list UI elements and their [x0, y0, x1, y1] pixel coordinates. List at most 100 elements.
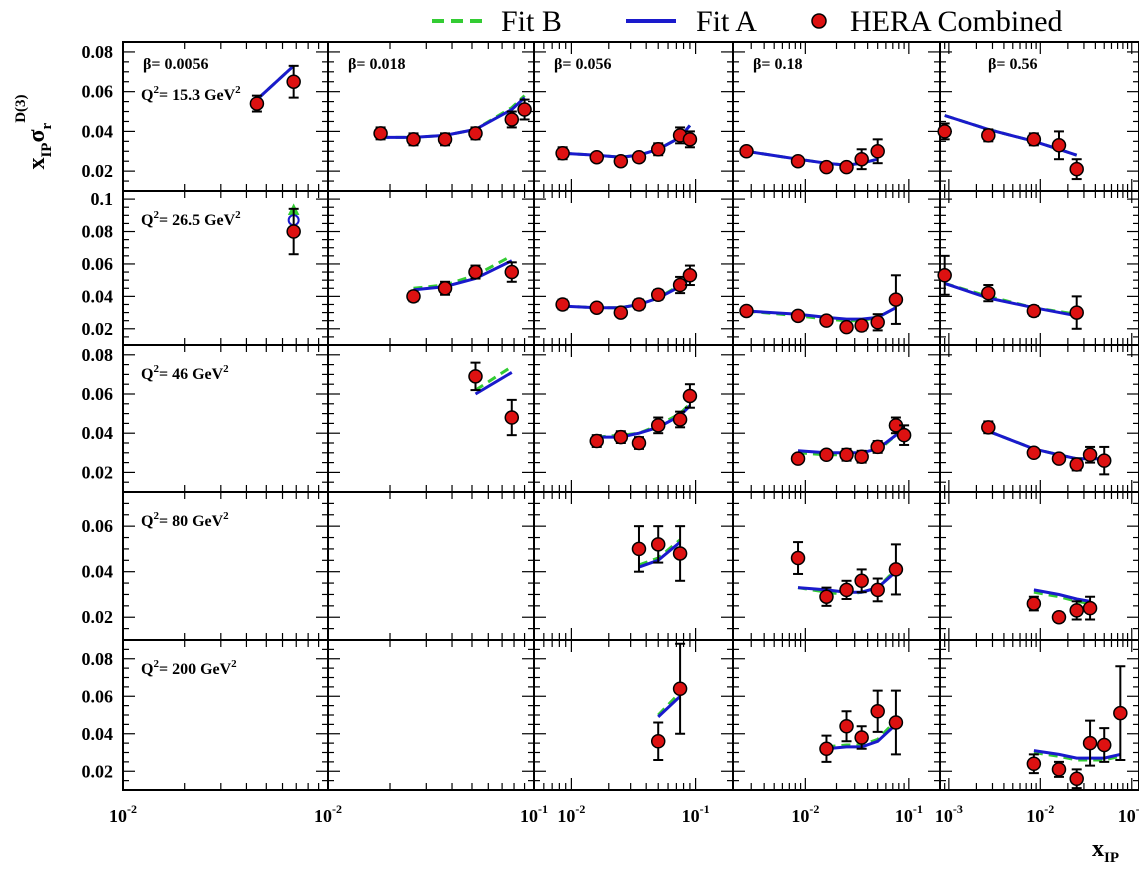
data-point: [819, 589, 834, 604]
data-point: [888, 292, 904, 307]
panel-frame: [327, 190, 535, 346]
data-point: [613, 305, 629, 320]
data-point: [437, 132, 453, 147]
panel-frame: [533, 190, 734, 346]
y-tick-label: 0.04: [82, 423, 114, 443]
data-point: [468, 126, 483, 141]
data-point: [819, 447, 834, 463]
panel-frame: [732, 344, 941, 493]
data-point: [631, 297, 647, 312]
panel-r3-c4: [939, 491, 1139, 641]
data-point: [819, 741, 834, 756]
panel-frame: [732, 639, 941, 791]
panel-r3-c0: 0.02 0.04 0.06 Q2= 80 GeV2: [82, 491, 329, 641]
panel-r1-c1: [327, 190, 535, 346]
data-point: [1051, 609, 1067, 625]
data-point: [790, 451, 806, 466]
data-point: [1113, 705, 1128, 721]
panel-data-r3-c3: [790, 541, 904, 607]
panel-r4-c0: 0.02 0.04 0.06 0.08 10-2 Q2= 200 GeV2: [82, 639, 329, 826]
y-tick-label: 0.04: [82, 562, 114, 582]
data-point: [870, 315, 885, 330]
data-point: [1069, 161, 1084, 177]
y-tick-label: 0.1: [91, 189, 114, 209]
panel-r1-c0: 0.02 0.04 0.06 0.08 0.1 Q2= 26.5 GeV2: [82, 189, 329, 346]
data-point: [437, 281, 453, 296]
panel-data-r2-c4: [981, 420, 1112, 476]
panel-frame: [327, 344, 535, 493]
fit-b-line: [1033, 590, 1091, 606]
data-point: [937, 268, 952, 283]
x-axis-title: xIP: [1092, 836, 1119, 866]
beta-label: β= 0.0056: [143, 56, 209, 73]
data-point: [1026, 756, 1042, 771]
y-tick-label: 0.02: [82, 319, 114, 339]
fit-a-line: [562, 277, 691, 310]
data-point: [1069, 457, 1084, 472]
panel-frame: [939, 491, 1139, 641]
fit-a-line: [413, 259, 513, 292]
data-point: [839, 319, 854, 335]
panel-r1-c4: [939, 190, 1139, 346]
y-tick-label: 0.06: [82, 254, 114, 274]
panel-frame: [327, 639, 535, 791]
data-point: [406, 289, 421, 304]
beta-label: β= 0.056: [554, 56, 612, 73]
data-point: [672, 546, 688, 561]
data-point: [1026, 596, 1042, 611]
data-point: [613, 429, 629, 445]
panel-r2-c4: [939, 344, 1139, 493]
fit-b-line: [1033, 751, 1121, 762]
panel-data-r0-c3: [739, 138, 885, 175]
legend-label-hera-combined: HERA Combined: [850, 5, 1063, 38]
panel-r0-c2: β= 0.056: [533, 41, 734, 192]
y-tick-label: 0.04: [82, 121, 114, 141]
data-point: [854, 318, 869, 333]
data-point: [589, 149, 604, 165]
x-tick-label: 10-1: [895, 802, 923, 826]
panel-data-r3-c2: [631, 525, 688, 582]
y-tick-label: 0.06: [82, 384, 114, 404]
fit-b-line: [657, 691, 682, 717]
data-point: [790, 308, 806, 324]
beta-label: β= 0.18: [753, 56, 803, 73]
fit-b-line: [944, 281, 1077, 316]
data-point: [790, 550, 806, 566]
data-point: [854, 449, 869, 464]
data-point: [854, 151, 869, 167]
data-point: [1082, 600, 1098, 616]
data-point: [981, 420, 996, 435]
data-point: [468, 369, 483, 384]
data-point: [739, 144, 754, 159]
data-point: [672, 277, 688, 293]
data-point: [1069, 771, 1084, 786]
data-point: [870, 439, 885, 455]
fit-a-line: [562, 124, 692, 159]
y-tick-label: 0.04: [82, 286, 114, 306]
panel-data-r0-c1: [373, 94, 532, 147]
legend-item-hera-combined: HERA Combined: [811, 5, 1063, 38]
data-point: [682, 268, 698, 283]
data-point: [1026, 303, 1042, 319]
data-point: [504, 410, 520, 425]
panel-r2-c1: [327, 344, 535, 493]
data-point: [1069, 305, 1084, 320]
data-point: [739, 303, 754, 319]
data-point: [682, 132, 698, 147]
fit-a-line: [255, 64, 295, 101]
y-axis-title: xIPσrD(3): [13, 94, 55, 169]
data-point: [373, 126, 388, 141]
data-point: [1051, 762, 1067, 777]
data-point: [650, 734, 666, 749]
panel-data-r0-c2: [555, 124, 698, 169]
panel-data-r4-c4: [1026, 665, 1128, 790]
data-point: [1051, 138, 1067, 153]
fit-b-line: [380, 94, 526, 139]
data-point: [517, 102, 532, 117]
data-point: [854, 730, 869, 745]
panel-frame: [939, 344, 1139, 493]
data-point: [839, 159, 854, 175]
panel-r0-c1: β= 0.018: [327, 41, 535, 192]
panel-frame: [533, 491, 734, 641]
